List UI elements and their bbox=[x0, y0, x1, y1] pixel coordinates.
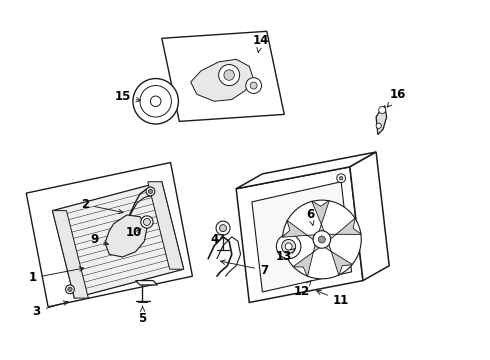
Circle shape bbox=[140, 86, 172, 117]
Text: 9: 9 bbox=[90, 233, 108, 246]
Text: 4: 4 bbox=[210, 233, 223, 246]
Circle shape bbox=[66, 285, 74, 294]
Circle shape bbox=[376, 123, 381, 129]
Polygon shape bbox=[26, 162, 193, 307]
Text: 3: 3 bbox=[33, 301, 68, 318]
Circle shape bbox=[216, 221, 230, 235]
Text: 2: 2 bbox=[81, 198, 123, 214]
Circle shape bbox=[379, 107, 386, 113]
Circle shape bbox=[141, 216, 153, 228]
Polygon shape bbox=[236, 167, 363, 302]
Circle shape bbox=[146, 187, 155, 196]
Text: 11: 11 bbox=[317, 291, 349, 307]
Polygon shape bbox=[323, 242, 353, 275]
Circle shape bbox=[282, 239, 295, 253]
Polygon shape bbox=[326, 218, 362, 240]
Polygon shape bbox=[162, 31, 284, 121]
Circle shape bbox=[285, 243, 292, 250]
Text: 1: 1 bbox=[28, 267, 84, 284]
Polygon shape bbox=[136, 280, 157, 285]
Circle shape bbox=[148, 189, 152, 194]
Polygon shape bbox=[191, 59, 254, 101]
Circle shape bbox=[337, 174, 345, 183]
Circle shape bbox=[250, 82, 257, 89]
Polygon shape bbox=[312, 200, 329, 233]
Polygon shape bbox=[282, 220, 317, 241]
Circle shape bbox=[224, 70, 234, 80]
Polygon shape bbox=[236, 152, 376, 189]
Circle shape bbox=[340, 176, 343, 180]
Circle shape bbox=[246, 78, 262, 93]
Circle shape bbox=[276, 234, 301, 259]
Text: 13: 13 bbox=[276, 248, 295, 264]
Polygon shape bbox=[376, 105, 387, 135]
Polygon shape bbox=[105, 215, 147, 257]
Text: 16: 16 bbox=[387, 88, 406, 107]
Circle shape bbox=[318, 236, 325, 243]
Circle shape bbox=[283, 200, 361, 279]
Text: 15: 15 bbox=[114, 90, 141, 103]
Circle shape bbox=[68, 287, 72, 292]
Polygon shape bbox=[350, 152, 389, 280]
Circle shape bbox=[219, 64, 240, 86]
Text: 14: 14 bbox=[252, 33, 269, 52]
Circle shape bbox=[220, 225, 226, 231]
Text: 6: 6 bbox=[306, 208, 315, 225]
Circle shape bbox=[150, 96, 161, 107]
Text: 12: 12 bbox=[294, 280, 311, 298]
Circle shape bbox=[313, 231, 331, 248]
Polygon shape bbox=[52, 182, 184, 298]
Text: 7: 7 bbox=[220, 260, 268, 276]
Polygon shape bbox=[252, 182, 352, 292]
Polygon shape bbox=[293, 243, 321, 277]
Text: 10: 10 bbox=[126, 226, 142, 239]
Circle shape bbox=[133, 78, 178, 124]
Circle shape bbox=[144, 219, 150, 225]
Text: 5: 5 bbox=[139, 306, 147, 325]
Polygon shape bbox=[148, 182, 184, 269]
Polygon shape bbox=[52, 211, 88, 298]
